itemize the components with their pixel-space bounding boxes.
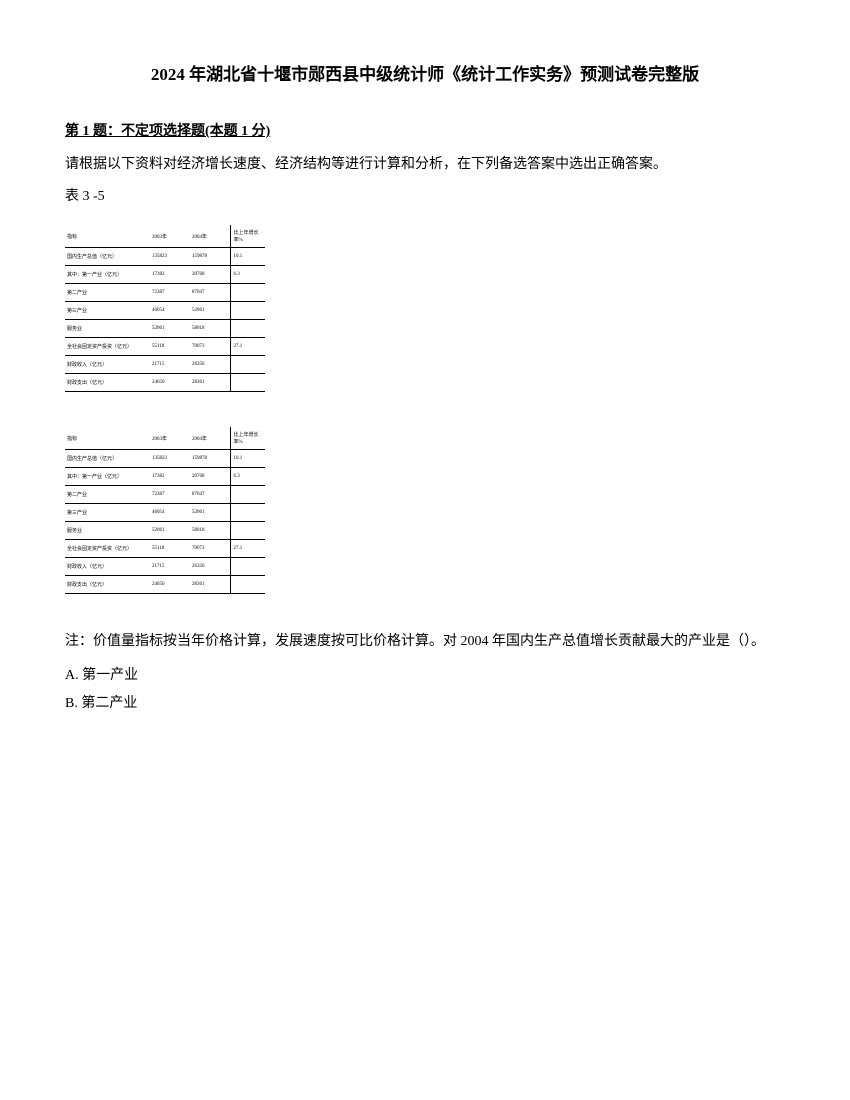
table-cell (230, 284, 265, 302)
table-cell: 70073 (190, 540, 230, 558)
data-table-1: 指标 2003年 2004年 比上年增长率% 国内生产总值（亿元） 135823… (65, 225, 265, 392)
data-table-2: 指标 2003年 2004年 比上年增长率% 国内生产总值（亿元） 135823… (65, 427, 265, 594)
table-row: 服务业 52061 58018 (65, 320, 265, 338)
table-cell: 财政支出（亿元） (65, 576, 150, 594)
table-cell: 6.3 (230, 468, 265, 486)
table-cell: 26356 (190, 558, 230, 576)
table-cell: 国内生产总值（亿元） (65, 450, 150, 468)
table-row: 全社会固定资产投资（亿元） 55118 70073 27.1 (65, 540, 265, 558)
table-cell: 52061 (150, 522, 190, 540)
table-cell: 52061 (190, 302, 230, 320)
table-row: 国内生产总值（亿元） 135823 159878 10.1 (65, 248, 265, 266)
table-cell: 52061 (190, 504, 230, 522)
table-cell: 20768 (190, 468, 230, 486)
table-row: 财政收入（亿元） 21715 26356 (65, 558, 265, 576)
table-cell: 财政收入（亿元） (65, 558, 150, 576)
table-cell: 第二产业 (65, 486, 150, 504)
table-cell: 服务业 (65, 522, 150, 540)
table-cell: 27.1 (230, 338, 265, 356)
table-cell: 17382 (150, 468, 190, 486)
option-b: B. 第二产业 (65, 690, 785, 718)
table-cell (230, 576, 265, 594)
table-cell: 72387 (150, 486, 190, 504)
table-cell: 72387 (150, 284, 190, 302)
table-cell: 159878 (190, 450, 230, 468)
table-cell: 指标 (65, 225, 150, 248)
table-row: 服务业 52061 58018 (65, 522, 265, 540)
table-cell: 87047 (190, 486, 230, 504)
table-cell: 10.1 (230, 248, 265, 266)
table-row: 财政收入（亿元） 21715 26356 (65, 356, 265, 374)
table-cell (230, 320, 265, 338)
table-row: 指标 2003年 2004年 比上年增长率% (65, 427, 265, 450)
table-cell (230, 504, 265, 522)
table-cell: 58018 (190, 522, 230, 540)
table-row: 第二产业 72387 87047 (65, 284, 265, 302)
table-row: 其中：第一产业（亿元） 17382 20768 6.3 (65, 266, 265, 284)
table-cell: 58018 (190, 320, 230, 338)
document-title: 2024 年湖北省十堰市郧西县中级统计师《统计工作实务》预测试卷完整版 (65, 60, 785, 85)
table-cell: 135823 (150, 248, 190, 266)
table-cell (230, 374, 265, 392)
table-cell: 20768 (190, 266, 230, 284)
table-cell: 10.1 (230, 450, 265, 468)
table-cell (230, 558, 265, 576)
table-cell: 27.1 (230, 540, 265, 558)
table-cell: 24650 (150, 374, 190, 392)
table-cell: 第三产业 (65, 302, 150, 320)
table-cell: 国内生产总值（亿元） (65, 248, 150, 266)
question-text: 请根据以下资料对经济增长速度、经济结构等进行计算和分析，在下列备选答案中选出正确… (65, 152, 785, 177)
table-row: 第二产业 72387 87047 (65, 486, 265, 504)
table-cell: 24650 (150, 576, 190, 594)
table-cell: 17382 (150, 266, 190, 284)
table-cell: 52061 (150, 320, 190, 338)
table-row: 全社会固定资产投资（亿元） 55118 70073 27.1 (65, 338, 265, 356)
table-cell: 28361 (190, 374, 230, 392)
table-cell: 21715 (150, 356, 190, 374)
table-cell: 其中：第一产业（亿元） (65, 468, 150, 486)
table-cell: 全社会固定资产投资（亿元） (65, 338, 150, 356)
table-cell: 46054 (150, 504, 190, 522)
table-cell: 21715 (150, 558, 190, 576)
table-row: 财政支出（亿元） 24650 28361 (65, 374, 265, 392)
table-cell: 2003年 (150, 225, 190, 248)
table-cell (230, 302, 265, 320)
table-cell: 46054 (150, 302, 190, 320)
table-cell: 财政支出（亿元） (65, 374, 150, 392)
note-text: 注：价值量指标按当年价格计算，发展速度按可比价格计算。对 2004 年国内生产总… (65, 629, 785, 654)
table-cell: 其中：第一产业（亿元） (65, 266, 150, 284)
table-row: 国内生产总值（亿元） 135823 159878 10.1 (65, 450, 265, 468)
table-cell: 比上年增长率% (230, 225, 265, 248)
table-cell: 第二产业 (65, 284, 150, 302)
table-row: 财政支出（亿元） 24650 28361 (65, 576, 265, 594)
table-cell: 2004年 (190, 225, 230, 248)
table-cell: 26356 (190, 356, 230, 374)
question-header: 第 1 题：不定项选择题(本题 1 分) (65, 120, 785, 140)
table-cell: 比上年增长率% (230, 427, 265, 450)
table-cell: 全社会固定资产投资（亿元） (65, 540, 150, 558)
table-row: 第三产业 46054 52061 (65, 302, 265, 320)
table-cell: 28361 (190, 576, 230, 594)
table-cell: 2003年 (150, 427, 190, 450)
table-row: 其中：第一产业（亿元） 17382 20768 6.3 (65, 468, 265, 486)
table-cell: 135823 (150, 450, 190, 468)
table-cell (230, 356, 265, 374)
table-row: 指标 2003年 2004年 比上年增长率% (65, 225, 265, 248)
table-cell: 159878 (190, 248, 230, 266)
table-label: 表 3 -5 (65, 185, 785, 205)
table-row: 第三产业 46054 52061 (65, 504, 265, 522)
table-cell (230, 522, 265, 540)
table-cell: 70073 (190, 338, 230, 356)
table-cell (230, 486, 265, 504)
table-cell: 第三产业 (65, 504, 150, 522)
table-cell: 财政收入（亿元） (65, 356, 150, 374)
table-cell: 55118 (150, 540, 190, 558)
table-cell: 87047 (190, 284, 230, 302)
option-a: A. 第一产业 (65, 662, 785, 690)
table-cell: 6.3 (230, 266, 265, 284)
table-cell: 55118 (150, 338, 190, 356)
table-cell: 服务业 (65, 320, 150, 338)
table-cell: 2004年 (190, 427, 230, 450)
table-cell: 指标 (65, 427, 150, 450)
